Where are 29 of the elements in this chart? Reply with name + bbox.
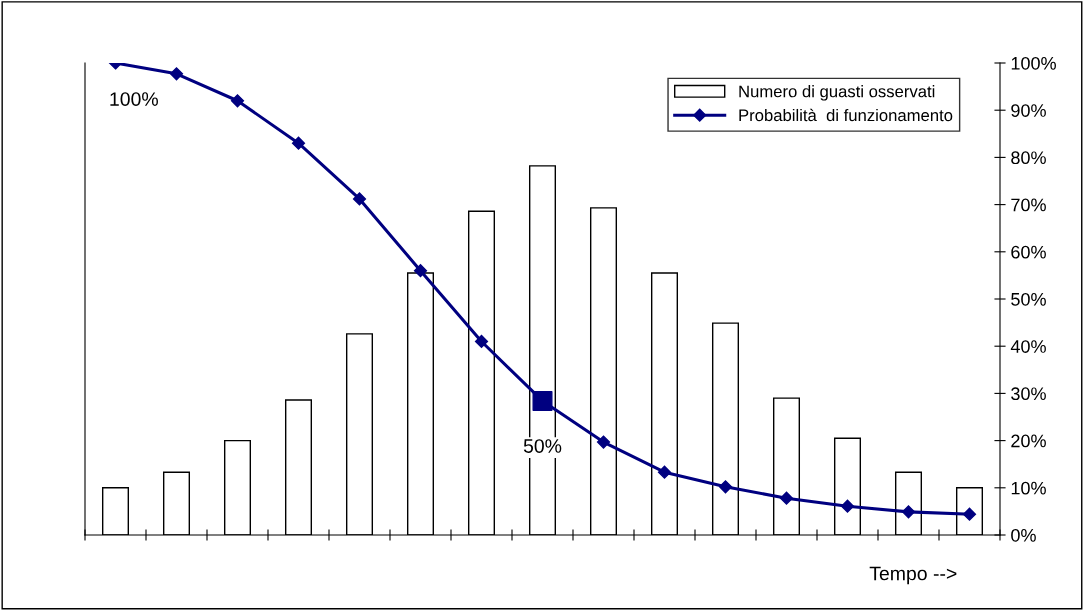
point (474, 334, 489, 349)
y-tick-label: 20% (1011, 434, 1046, 448)
y-tick-label: 100% (1011, 56, 1056, 70)
legend-label: Numero di guasti osservati (739, 85, 935, 101)
point (657, 465, 672, 479)
y-tick-label: 30% (1011, 387, 1046, 401)
annotation: 100% (110, 92, 158, 106)
point (230, 94, 245, 108)
legend-label: Probabilità di funzionamento (739, 108, 953, 122)
y-tick-label: 40% (1010, 340, 1046, 353)
point (169, 67, 184, 81)
y-tick-label: 50% (1011, 292, 1046, 306)
point (413, 264, 428, 278)
text: Tempo --> (869, 566, 957, 585)
point (840, 499, 855, 513)
point (718, 480, 733, 494)
y-tick-label: 90% (1011, 104, 1046, 117)
y-tick-label: 70% (1011, 198, 1046, 212)
point (532, 390, 553, 411)
point (901, 505, 916, 519)
y-tick-label: 0% (1011, 528, 1036, 542)
point (596, 435, 611, 449)
y-tick-label: 80% (1011, 151, 1046, 165)
point (291, 136, 306, 150)
y-tick-label: 60% (1011, 245, 1046, 259)
point (352, 192, 367, 206)
annotation: 50% (523, 439, 562, 453)
point (779, 491, 794, 505)
y-tick-label: 10% (1011, 481, 1046, 495)
